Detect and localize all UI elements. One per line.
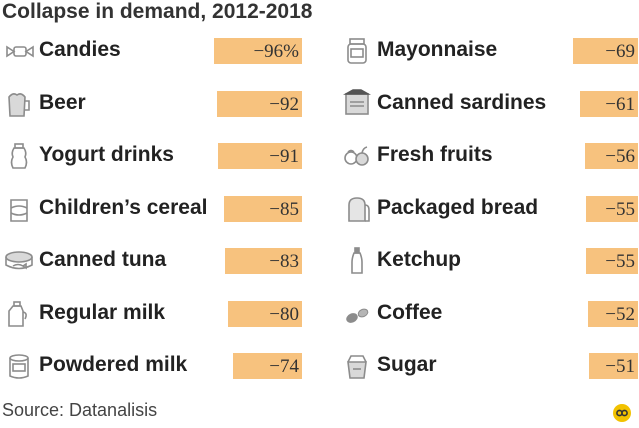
- table-row: Beer −92: [2, 89, 302, 121]
- value-label: −51: [605, 356, 635, 377]
- value-label: −56: [605, 146, 635, 167]
- value-label: −96%: [253, 41, 299, 62]
- value-bar: [217, 90, 302, 117]
- value-bar: [586, 195, 638, 222]
- row-label: Fresh fruits: [377, 143, 493, 166]
- value-label: −52: [605, 303, 635, 325]
- sugar-bag-icon: [340, 351, 374, 381]
- value-label: −55: [605, 198, 635, 220]
- row-label: Mayonnaise: [377, 38, 498, 61]
- table-row: Powdered milk −74: [2, 351, 302, 383]
- chart-title: Collapse in demand, 2012-2018: [2, 0, 313, 23]
- table-row: Coffee −52: [340, 299, 638, 331]
- table-row: Ketchup −55: [340, 246, 638, 278]
- table-row: Yogurt drinks −91: [2, 141, 302, 173]
- value-label: −91: [269, 146, 299, 167]
- value-bar: [225, 248, 302, 274]
- value-label: −83: [269, 251, 299, 272]
- row-label: Canned sardines: [377, 90, 547, 114]
- row-label: Ketchup: [377, 248, 461, 271]
- value-label: −61: [605, 93, 635, 115]
- row-label: Coffee: [377, 300, 443, 324]
- row-label: Sugar: [377, 353, 437, 376]
- fruits-icon: [340, 141, 374, 171]
- row-label: Packaged bread: [377, 195, 539, 219]
- value-bar: [588, 300, 638, 327]
- value-bar: [586, 248, 638, 274]
- table-row: Sugar −51: [340, 351, 638, 383]
- candy-icon: [2, 36, 36, 66]
- value-bar: [580, 90, 638, 117]
- milk-jug-icon: [2, 299, 36, 329]
- source-note: Source: Datanalisis: [2, 400, 158, 420]
- value-label: −55: [605, 251, 635, 272]
- table-row: Fresh fruits −56: [340, 141, 638, 173]
- value-bar: [573, 38, 638, 64]
- row-label: Beer: [39, 90, 86, 114]
- value-bar: [589, 353, 638, 379]
- sardine-can-icon: [340, 88, 374, 119]
- value-label: −69: [605, 41, 635, 62]
- beer-mug-icon: [2, 89, 36, 119]
- value-bar: [585, 143, 638, 169]
- yogurt-bottle-icon: [2, 141, 36, 171]
- row-label: Powdered milk: [39, 353, 188, 376]
- wsj-logo-icon: [613, 404, 631, 422]
- row-label: Yogurt drinks: [39, 143, 174, 166]
- value-bar: [224, 195, 302, 222]
- table-row: Packaged bread −55: [340, 194, 638, 226]
- table-row: Regular milk −80: [2, 299, 302, 331]
- row-label: Regular milk: [39, 300, 166, 324]
- bread-icon: [340, 194, 374, 224]
- row-label: Canned tuna: [39, 248, 167, 271]
- value-label: −74: [269, 356, 299, 377]
- value-label: −85: [269, 198, 299, 220]
- value-bar: [218, 143, 302, 169]
- value-bar: [233, 353, 302, 379]
- coffee-beans-icon: [340, 299, 374, 329]
- ketchup-bottle-icon: [340, 246, 374, 276]
- table-row: Canned tuna −83: [2, 246, 302, 278]
- value-bar: [228, 300, 302, 327]
- table-row: Candies −96%: [2, 36, 302, 68]
- powdered-milk-can-icon: [2, 351, 36, 381]
- table-row: Children’s cereal −85: [2, 194, 302, 226]
- table-row: Canned sardines −61: [340, 88, 638, 121]
- value-label: −92: [269, 93, 299, 115]
- tuna-can-icon: [2, 246, 36, 276]
- table-row: Mayonnaise −69: [340, 36, 638, 68]
- mayonnaise-jar-icon: [340, 36, 374, 66]
- value-bar: [214, 38, 302, 64]
- value-label: −80: [269, 303, 299, 325]
- row-label: Candies: [39, 38, 121, 61]
- cereal-box-icon: [2, 194, 36, 224]
- row-label: Children’s cereal: [39, 195, 208, 219]
